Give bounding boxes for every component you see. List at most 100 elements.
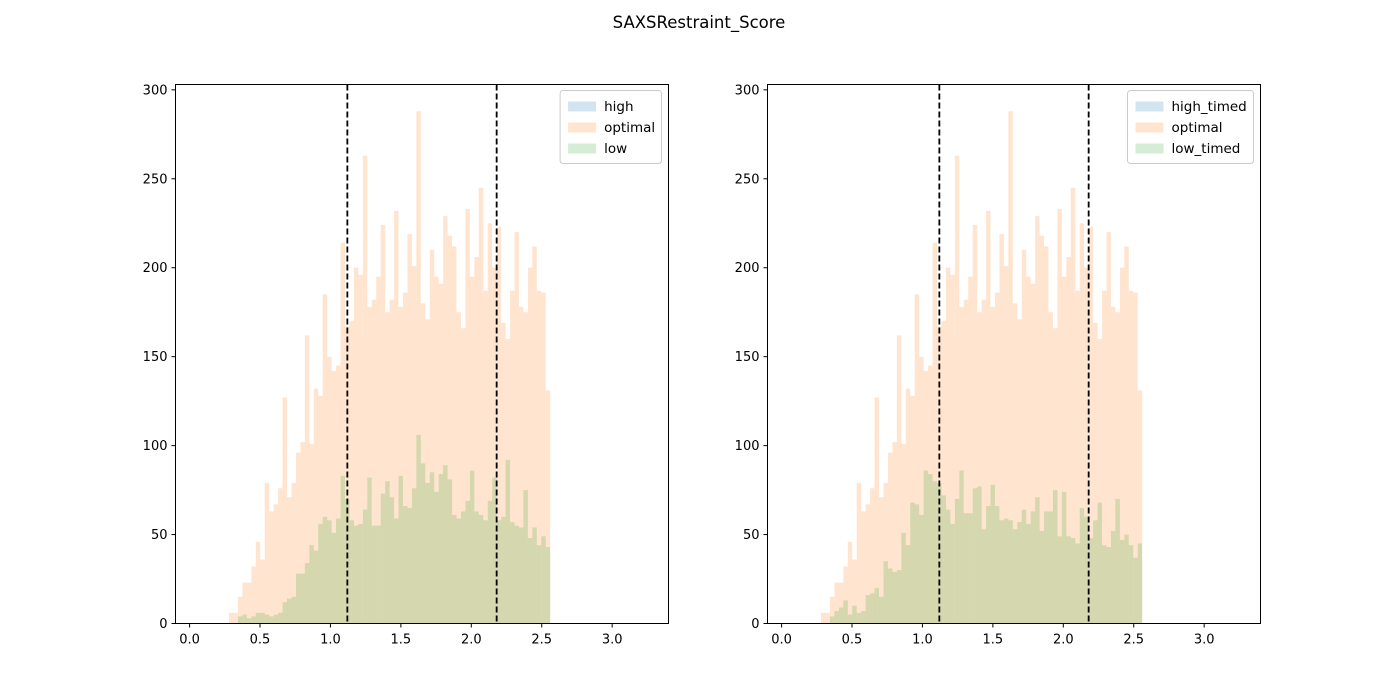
bar-low-6 — [255, 612, 261, 624]
y-tick-label-5: 250 — [735, 172, 760, 187]
bar-optimal-52 — [460, 328, 466, 624]
bar-low-37 — [394, 518, 399, 624]
bar-low_timed-8 — [856, 612, 862, 624]
bar-low_timed-36 — [981, 529, 987, 624]
bar-low-31 — [367, 477, 372, 624]
bar-low_timed-30 — [954, 498, 960, 624]
bar-low-39 — [402, 506, 408, 624]
bar-optimal-55 — [1066, 257, 1071, 624]
right-histogram-panel: 0.0 0.5 1.0 1.5 2.0 2.5 3.0 0 50 100 150 200 250 300 h… — [735, 83, 1261, 648]
bar-low_timed-56 — [1070, 538, 1076, 624]
bar-low_timed-10 — [865, 595, 871, 624]
bar-low-11 — [278, 612, 283, 624]
bar-optimal-41 — [1003, 265, 1009, 624]
y-tick-label-6: 300 — [143, 83, 168, 98]
legend: high optimal low — [559, 90, 662, 164]
bar-optimal-47 — [438, 283, 444, 624]
bar-optimal-50 — [1044, 246, 1049, 624]
bar-low-66 — [523, 490, 528, 624]
bar-optimal-42 — [1008, 111, 1013, 624]
legend-swatch-high_timed — [1135, 101, 1164, 112]
legend-label-optimal: optimal — [1172, 120, 1223, 136]
bar-low-51 — [456, 518, 461, 624]
bar-low_timed-61 — [1093, 520, 1098, 624]
bar-low_timed-42 — [1008, 520, 1013, 624]
bar-optimal-36 — [981, 299, 987, 624]
x-tick-label-2: 1.0 — [912, 633, 933, 648]
bar-optimal-57 — [483, 290, 488, 624]
bar-optimal-14 — [883, 482, 888, 624]
bar-optimal-69 — [1128, 290, 1134, 624]
bar-optimal-1 — [233, 612, 238, 624]
bar-optimal-68 — [532, 246, 537, 624]
bar-optimal-37 — [986, 210, 991, 624]
bar-optimal-8 — [264, 482, 270, 624]
bar-low-60 — [496, 520, 502, 624]
bar-low-67 — [527, 538, 533, 624]
bar-low-56 — [478, 514, 484, 624]
bar-optimal-40 — [407, 233, 412, 624]
bar-optimal-54 — [469, 276, 475, 624]
bar-optimal-38 — [990, 306, 995, 624]
x-tick-label-2: 1.0 — [320, 633, 341, 648]
bar-low-2 — [237, 616, 243, 624]
bar-optimal-0 — [821, 612, 826, 624]
bar-optimal-11 — [870, 488, 875, 624]
bar-low-14 — [291, 596, 296, 624]
bar-low_timed-20 — [910, 502, 915, 624]
bar-optimal-63 — [510, 290, 515, 624]
y-tick-label-5: 250 — [143, 172, 168, 187]
bar-optimal-71 — [1137, 390, 1143, 624]
legend-swatch-optimal — [1135, 122, 1164, 133]
bar-low_timed-55 — [1066, 536, 1071, 624]
bar-low-63 — [510, 522, 515, 624]
bar-optimal-6 — [255, 541, 261, 624]
series-optimal — [229, 111, 551, 624]
bar-low_timed-7 — [852, 605, 857, 624]
bar-optimal-5 — [843, 566, 848, 624]
bar-low_timed-37 — [986, 506, 991, 624]
bar-low-5 — [251, 616, 256, 624]
bar-optimal-17 — [896, 335, 902, 624]
bar-optimal-7 — [260, 559, 265, 624]
bar-low_timed-57 — [1075, 543, 1080, 624]
bar-low-23 — [331, 532, 337, 624]
bar-optimal-22 — [327, 356, 332, 624]
bar-low_timed-70 — [1133, 557, 1138, 624]
x-tick-label-4: 2.0 — [461, 633, 482, 648]
y-tick-label-6: 300 — [735, 83, 760, 98]
bar-low-4 — [246, 618, 252, 624]
bar-optimal-25 — [932, 242, 937, 624]
bar-low_timed-52 — [1052, 490, 1058, 624]
y-tick-label-2: 100 — [143, 439, 168, 454]
bar-optimal-46 — [1026, 276, 1031, 624]
bar-low-7 — [260, 612, 265, 624]
bar-low-15 — [295, 573, 301, 624]
y-tick-label-1: 50 — [743, 528, 760, 543]
bar-optimal-58 — [487, 223, 493, 624]
bar-low_timed-29 — [950, 523, 955, 624]
bar-optimal-24 — [336, 365, 341, 624]
bar-low_timed-22 — [919, 514, 924, 624]
bar-optimal-22 — [919, 356, 924, 624]
bar-low_timed-54 — [1061, 491, 1067, 624]
bar-low_timed-38 — [990, 484, 995, 624]
bar-low_timed-44 — [1017, 522, 1022, 624]
bar-low-30 — [362, 509, 368, 624]
bar-low_timed-16 — [892, 571, 897, 624]
bar-low-35 — [385, 481, 390, 624]
bar-optimal-71 — [545, 390, 551, 624]
bar-low_timed-40 — [999, 520, 1004, 624]
bar-low_timed-66 — [1115, 498, 1120, 624]
bar-low-22 — [327, 520, 332, 624]
bar-optimal-62 — [1097, 338, 1103, 624]
bar-low-19 — [313, 550, 319, 624]
bar-optimal-66 — [523, 312, 528, 624]
bar-optimal-19 — [905, 388, 911, 624]
series-low_timed — [829, 470, 1143, 624]
bar-low_timed-5 — [843, 600, 848, 624]
bar-optimal-67 — [1119, 267, 1125, 624]
bar-optimal-63 — [1102, 290, 1107, 624]
legend-box — [1127, 90, 1254, 164]
